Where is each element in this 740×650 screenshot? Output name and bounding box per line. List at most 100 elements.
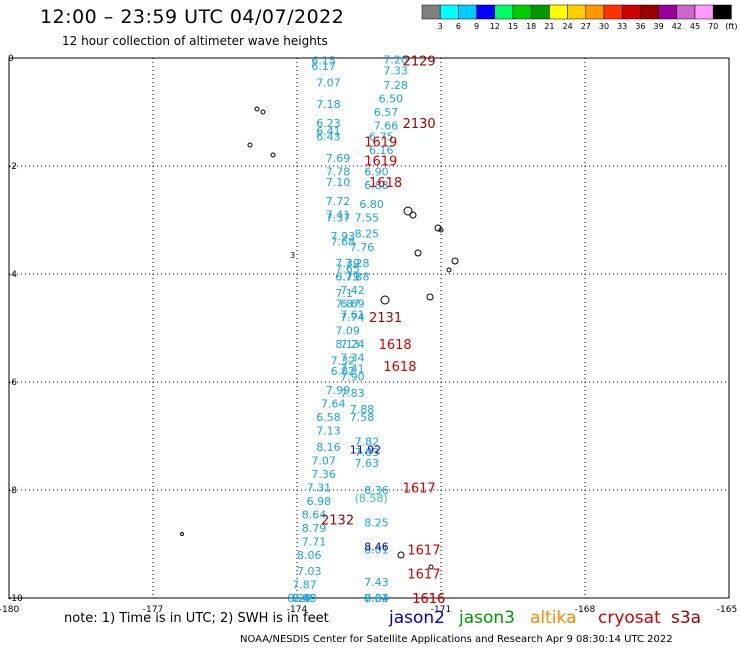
swh-label: 8.06 bbox=[297, 549, 322, 562]
colorbar-swatch bbox=[676, 4, 696, 20]
swh-label: 6.69 bbox=[340, 298, 365, 311]
swh-label: 7.68 bbox=[331, 236, 356, 249]
swh-label: 8.64 bbox=[364, 592, 389, 605]
swh-label: 7.69 bbox=[326, 152, 351, 165]
y-tick-label: -8 bbox=[8, 486, 17, 496]
x-tick-label: -180 bbox=[0, 605, 19, 615]
colorbar-swatch bbox=[549, 4, 568, 20]
island-outline bbox=[409, 211, 417, 219]
colorbar-swatch bbox=[658, 4, 678, 20]
swh-label: 6.58 bbox=[316, 411, 341, 424]
satellite-legend-cryosat: cryosat bbox=[598, 608, 661, 628]
swh-label: 7.87 bbox=[335, 298, 360, 311]
time-label: 1619 bbox=[364, 136, 397, 151]
swh-label: 7.37 bbox=[326, 211, 351, 224]
time-label: 2132 bbox=[321, 514, 354, 529]
swh-label: 7.41 bbox=[326, 209, 351, 222]
island-outline bbox=[254, 106, 260, 112]
swh-label: 8.13 bbox=[335, 338, 360, 351]
swh-label: 6.98 bbox=[307, 495, 332, 508]
swh-label: 7.71 bbox=[302, 535, 327, 548]
colorbar-unit: (ft) bbox=[725, 22, 737, 31]
swh-label: 7.99 bbox=[326, 384, 351, 397]
time-label: 1618 bbox=[379, 338, 412, 353]
swh-label: 7.43 bbox=[364, 576, 389, 589]
satellite-legend-jason2: jason2 bbox=[389, 608, 445, 628]
colorbar-swatch bbox=[476, 4, 496, 20]
swh-label: 7.18 bbox=[316, 98, 341, 111]
island-marker: 3 bbox=[290, 251, 295, 260]
satellite-legend-jason3: jason3 bbox=[459, 608, 515, 628]
island-outline bbox=[397, 551, 405, 559]
island-outline bbox=[428, 564, 434, 570]
swh-label: 7.55 bbox=[355, 211, 380, 224]
swh-label: 6.15 bbox=[311, 55, 336, 68]
swh-label: 7.28 bbox=[383, 79, 408, 92]
island-outline bbox=[403, 206, 413, 216]
colorbar-swatch bbox=[530, 4, 550, 20]
plot-frame bbox=[8, 57, 730, 599]
colorbar-label: 12 bbox=[490, 22, 500, 31]
time-label: 1617 bbox=[407, 568, 440, 583]
chart-subtitle: 12 hour collection of altimeter wave hei… bbox=[62, 34, 328, 48]
satellite-legend-altika: altika bbox=[530, 608, 577, 628]
swh-label: 7.87 bbox=[292, 579, 317, 592]
swh-label: 8.25 bbox=[355, 228, 380, 241]
swh-label: 8.01 bbox=[364, 543, 389, 556]
swh-label: 7.07 bbox=[311, 454, 336, 467]
colorbar-label: 39 bbox=[654, 22, 664, 31]
colorbar-label: 9 bbox=[474, 22, 479, 31]
swh-label: 7.09 bbox=[335, 325, 360, 338]
swh-label: 7.89 bbox=[292, 592, 317, 605]
colorbar-swatch bbox=[421, 4, 441, 20]
time-label: 2129 bbox=[403, 55, 436, 70]
swh-label: 6.41 bbox=[316, 125, 341, 138]
swh-label: 8.46 bbox=[364, 541, 389, 554]
island-outline bbox=[438, 227, 444, 233]
swh-label: 6.23 bbox=[316, 117, 341, 130]
swh-label: 8.25 bbox=[364, 516, 389, 529]
swh-label: 7.1 bbox=[335, 287, 353, 300]
swh-label: 7.66 bbox=[374, 120, 399, 133]
swh-label: 6.82 bbox=[331, 365, 356, 378]
colorbar-label: 70 bbox=[708, 22, 718, 31]
swh-label: 7.83 bbox=[340, 387, 365, 400]
swh-label: 7.28 bbox=[345, 257, 370, 270]
time-label: 1617 bbox=[407, 543, 440, 558]
swh-label: 6.50 bbox=[379, 93, 404, 106]
swh-label: 7.03 bbox=[297, 565, 322, 578]
swh-label: 7.36 bbox=[311, 468, 336, 481]
swh-label: 7.90 bbox=[340, 371, 365, 384]
swh-label: 8.79 bbox=[302, 522, 327, 535]
swh-label: 7.38 bbox=[345, 271, 370, 284]
island-outline bbox=[247, 142, 253, 148]
island-outline bbox=[426, 293, 434, 301]
island-outline bbox=[270, 152, 276, 158]
x-tick-label: -177 bbox=[143, 605, 163, 615]
colorbar-label: 24 bbox=[563, 22, 573, 31]
swh-label: 7.58 bbox=[350, 411, 375, 424]
swh-label: 7.07 bbox=[316, 76, 341, 89]
swh-label: 8.36 bbox=[364, 484, 389, 497]
swh-label: 7.32 bbox=[331, 354, 356, 367]
swh-label: 7.41 bbox=[340, 363, 365, 376]
swh-label: 6.71 bbox=[335, 271, 360, 284]
swh-label: 7.74 bbox=[340, 311, 365, 324]
time-label: 2130 bbox=[403, 117, 436, 132]
colorbar-label: 3 bbox=[438, 22, 443, 31]
colorbar-label: 42 bbox=[672, 22, 682, 31]
colorbar-label: 27 bbox=[581, 22, 591, 31]
colorbar-swatch bbox=[512, 4, 532, 20]
swh-label: 7.10 bbox=[326, 176, 351, 189]
swh-label: 7.82 bbox=[355, 435, 380, 448]
swh-label: 7.65 bbox=[335, 263, 360, 276]
island-outline bbox=[380, 295, 390, 305]
chart-title: 12:00 – 23:59 UTC 04/07/2022 bbox=[40, 6, 345, 28]
y-tick-label: -10 bbox=[8, 594, 23, 604]
swh-label: 7.33 bbox=[383, 64, 408, 77]
time-label: 2131 bbox=[369, 311, 402, 326]
colorbar-swatch bbox=[458, 4, 477, 20]
colorbar-label: 15 bbox=[508, 22, 518, 31]
colorbar-label: 21 bbox=[544, 22, 554, 31]
